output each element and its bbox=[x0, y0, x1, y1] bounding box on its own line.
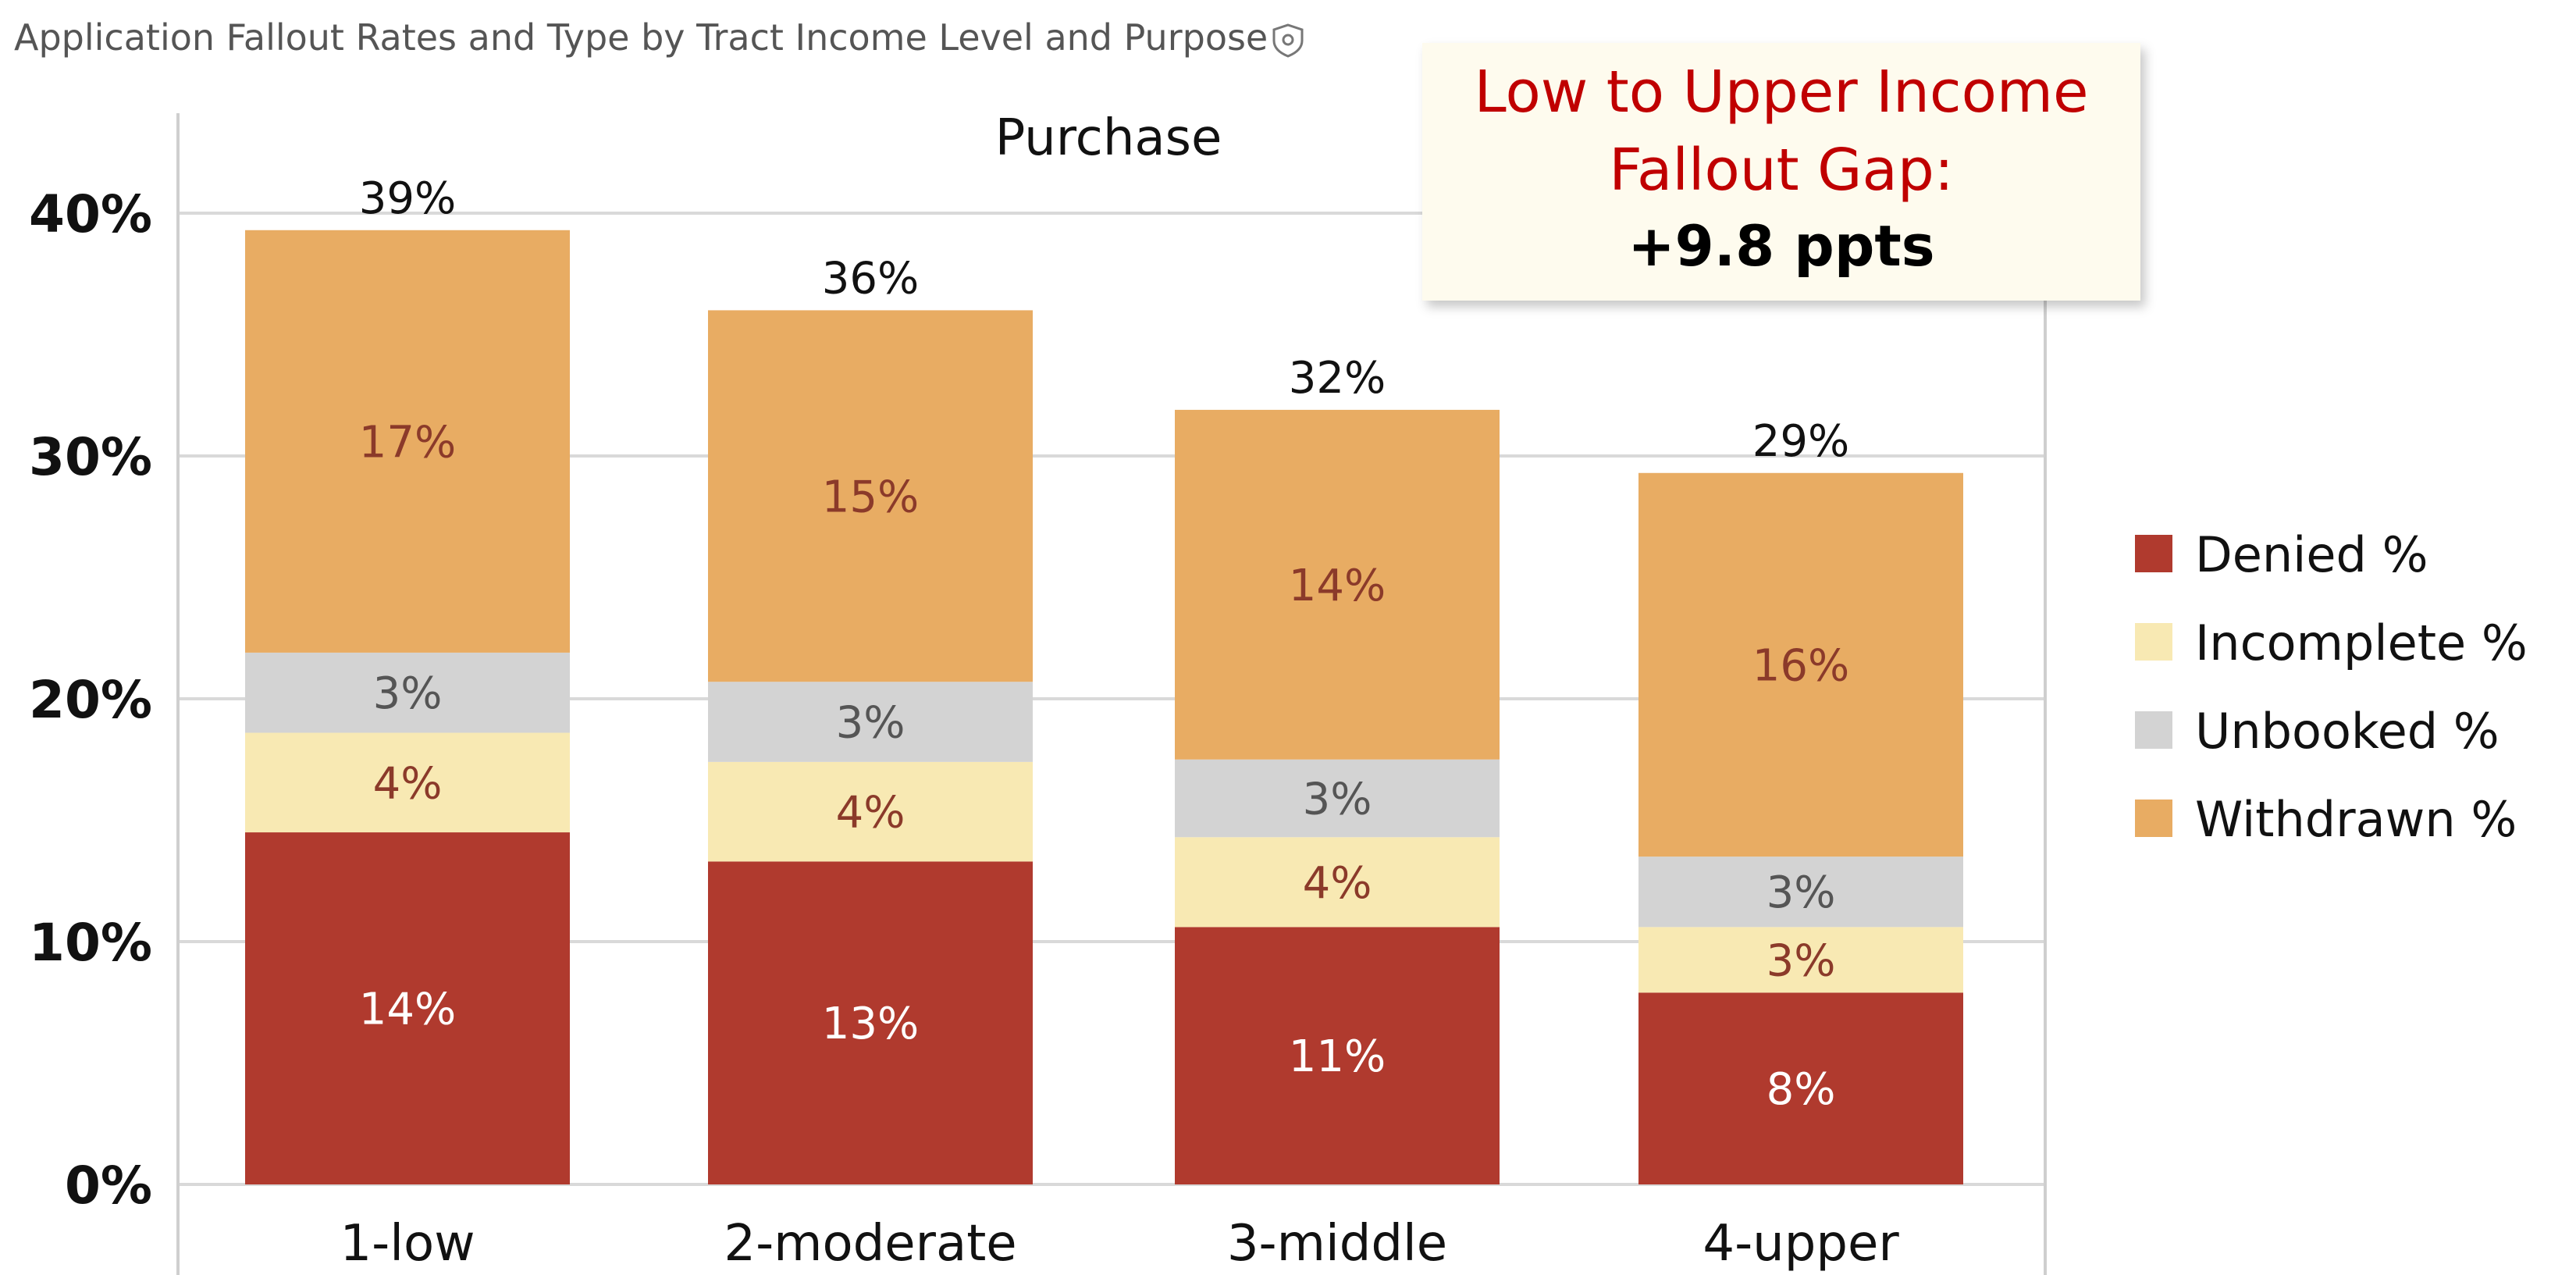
data-label: 3% bbox=[836, 698, 906, 749]
bar-segment-withdrawn bbox=[708, 310, 1033, 682]
y-tick-label: 40% bbox=[29, 184, 152, 244]
bar-segment-withdrawn bbox=[245, 230, 570, 653]
bar-segment-incomplete bbox=[708, 761, 1033, 862]
legend-swatch-incomplete bbox=[2135, 623, 2172, 661]
data-label: 3% bbox=[1767, 867, 1836, 918]
callout-box: Low to Upper Income Fallout Gap: +9.8 pp… bbox=[1422, 43, 2140, 301]
legend-label: Unbooked % bbox=[2195, 703, 2500, 760]
data-label: 15% bbox=[822, 472, 919, 522]
y-tick-label: 0% bbox=[65, 1156, 152, 1216]
bar-segment-unbooked bbox=[245, 652, 570, 733]
bar-segment-incomplete bbox=[1638, 927, 1963, 993]
legend-swatch-denied bbox=[2135, 535, 2172, 572]
y-axis-ticks: 0% 10% 20% 30% 40% bbox=[29, 184, 152, 1216]
legend-swatch-unbooked bbox=[2135, 711, 2172, 749]
y-tick-label: 30% bbox=[29, 427, 152, 487]
bar-segment-denied bbox=[1638, 992, 1963, 1184]
total-label: 29% bbox=[1752, 416, 1849, 467]
x-tick-label: 2-moderate bbox=[724, 1215, 1016, 1273]
legend-swatch-withdrawn bbox=[2135, 800, 2172, 837]
y-tick-label: 20% bbox=[29, 670, 152, 730]
data-label: 11% bbox=[1289, 1031, 1386, 1082]
y-tick-label: 10% bbox=[29, 913, 152, 973]
bar-segment-withdrawn bbox=[1175, 409, 1500, 760]
bar-segment-denied bbox=[1175, 927, 1500, 1184]
data-label: 4% bbox=[836, 788, 906, 839]
data-label: 3% bbox=[1767, 935, 1836, 986]
bar-segment-unbooked bbox=[708, 682, 1033, 762]
x-tick-label: 4-upper bbox=[1703, 1215, 1899, 1273]
bar-segment-denied bbox=[708, 861, 1033, 1184]
callout-line-3: +9.8 ppts bbox=[1628, 213, 1934, 279]
data-label: 8% bbox=[1767, 1064, 1836, 1115]
bar-segment-unbooked bbox=[1638, 857, 1963, 928]
bar-segment-incomplete bbox=[245, 732, 570, 833]
legend-label: Incomplete % bbox=[2195, 614, 2528, 671]
data-label: 4% bbox=[1303, 858, 1372, 909]
callout-line-1: Low to Upper Income bbox=[1475, 59, 2089, 126]
data-label: 17% bbox=[359, 417, 456, 468]
total-label: 32% bbox=[1289, 353, 1386, 404]
shield-icon[interactable] bbox=[1272, 23, 1304, 58]
x-tick-label: 3-middle bbox=[1227, 1215, 1447, 1273]
data-label: 14% bbox=[1289, 561, 1386, 611]
x-tick-label: 1-low bbox=[340, 1215, 475, 1273]
data-label: 3% bbox=[373, 668, 443, 719]
panel-title: Purchase bbox=[995, 109, 1222, 167]
bars: 14% 4% 3% 17% 13% 4% 3% 15% 11% 4% 3% 14% 8% 3% 3% 16% bbox=[245, 230, 1963, 1184]
total-label: 39% bbox=[359, 173, 456, 224]
total-labels: 39% 36% 32% 29% bbox=[359, 173, 1849, 467]
x-axis-ticks: 1-low 2-moderate 3-middle 4-upper bbox=[340, 1215, 1899, 1273]
bar-segment-denied bbox=[245, 832, 570, 1184]
bar-segment-unbooked bbox=[1175, 759, 1500, 838]
data-label: 14% bbox=[359, 985, 456, 1035]
data-label: 16% bbox=[1752, 640, 1849, 691]
total-label: 36% bbox=[822, 253, 919, 304]
callout-background bbox=[1422, 43, 2140, 301]
data-label: 13% bbox=[822, 999, 919, 1049]
callout-line-2: Fallout Gap: bbox=[1609, 137, 1954, 204]
data-label: 4% bbox=[373, 758, 443, 809]
legend-label: Denied % bbox=[2195, 526, 2428, 583]
bar-segment-withdrawn bbox=[1638, 472, 1963, 857]
page-title: Application Fallout Rates and Type by Tr… bbox=[14, 16, 1268, 59]
bar-segment-incomplete bbox=[1175, 837, 1500, 928]
data-label: 3% bbox=[1303, 775, 1372, 825]
legend-label: Withdrawn % bbox=[2195, 791, 2517, 848]
legend: Denied % Incomplete % Unbooked % Withdra… bbox=[2135, 526, 2528, 848]
